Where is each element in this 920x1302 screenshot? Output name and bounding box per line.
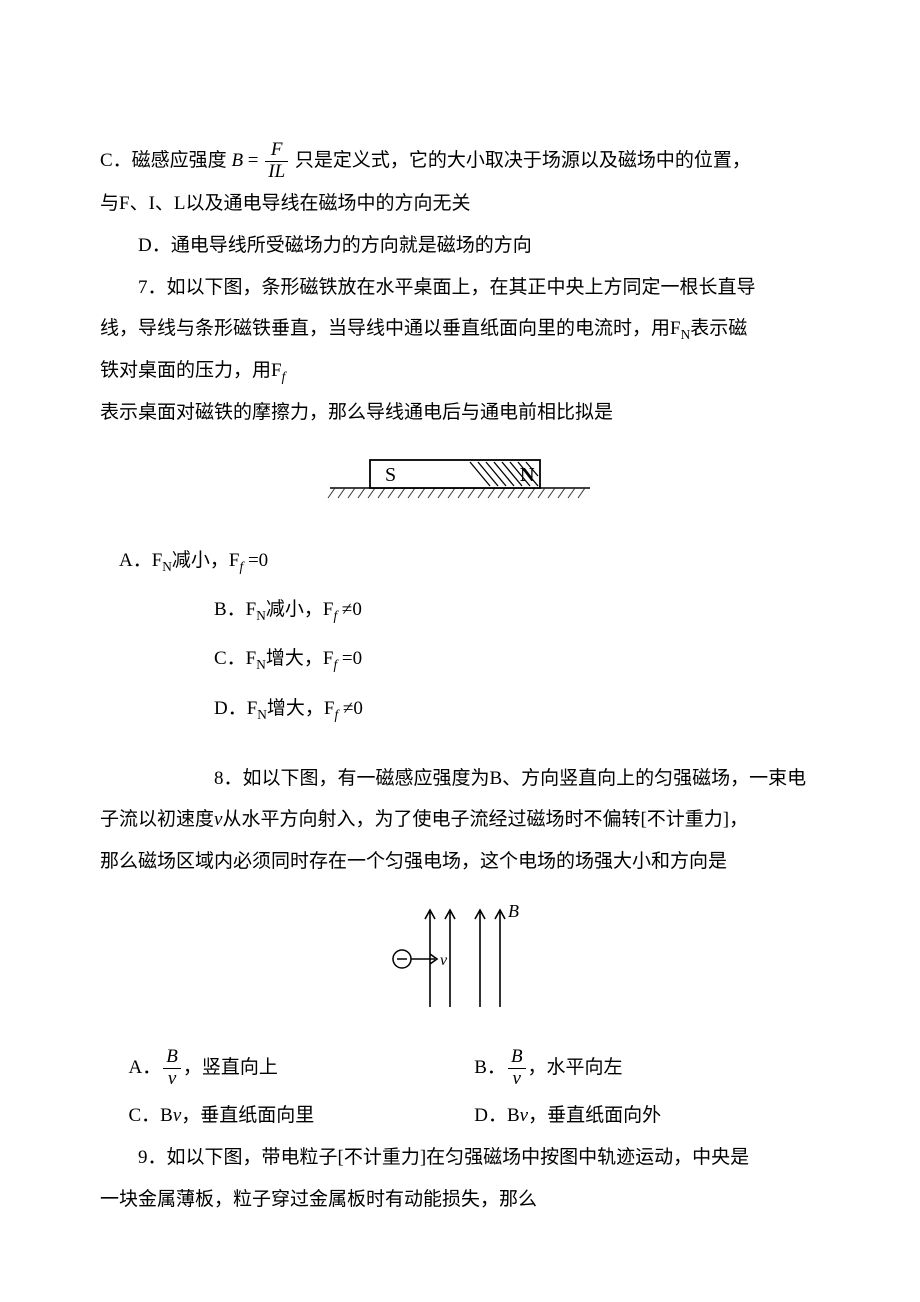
q8-opt-c: C．Bv，垂直纸面向里 (129, 1095, 475, 1137)
field-diagram: B v (360, 897, 560, 1017)
text: C．磁感应强度 (100, 150, 227, 171)
q8-opt-a: A．Bv，竖直向上 (129, 1047, 475, 1090)
v-label: v (440, 952, 448, 969)
fraction-f-il: F IL (265, 140, 288, 183)
b-label: B (508, 901, 519, 921)
q7-opt-c: C．FN增大，Ff =0 (100, 638, 820, 680)
denominator: IL (265, 162, 288, 183)
q7-line2: 线，导线与条形磁铁垂直，当导线中通以垂直纸面向里的电流时，用FN表示磁 (100, 308, 820, 350)
magnet-diagram: S N (310, 448, 610, 510)
q7-opt-d: D．FN增大，Ff ≠0 (100, 688, 820, 730)
numerator: F (265, 140, 288, 162)
option-c-line1: C．磁感应强度 B = F IL 只是定义式，它的大小取决于场源以及磁场中的位置… (100, 140, 820, 183)
equals: = (248, 150, 263, 171)
text: 铁对桌面的压力，用F (100, 360, 282, 381)
q8-line3: 那么磁场区域内必须同时存在一个匀强电场，这个电场的场强大小和方向是 (100, 841, 820, 883)
q8-line2: 子流以初速度v从水平方向射入，为了使电子流经过磁场时不偏转[不计重力]， (100, 799, 820, 841)
q8-opt-b: B．Bv，水平向左 (474, 1047, 820, 1090)
q8-line1: 8．如以下图，有一磁感应强度为B、方向竖直向上的匀强磁场，一束电 (100, 758, 820, 800)
text: 表示磁 (690, 318, 747, 339)
q8-figure: B v (100, 897, 820, 1033)
q8-opts-row1: A．Bv，竖直向上 B．Bv，水平向左 (100, 1047, 820, 1090)
option-d: D．通电导线所受磁场力的方向就是磁场的方向 (100, 225, 820, 267)
q9-line1: 9．如以下图，带电粒子[不计重力]在匀强磁场中按图中轨迹运动，中央是 (100, 1137, 820, 1179)
q7-line3: 铁对桌面的压力，用Ff (100, 350, 820, 392)
sub-n: N (681, 327, 691, 342)
option-c-line2: 与F、I、L以及通电导线在磁场中的方向无关 (100, 183, 820, 225)
var-b: B (231, 150, 243, 171)
q7-figure: S N (100, 448, 820, 526)
sub-f: f (282, 369, 286, 384)
text: 线，导线与条形磁铁垂直，当导线中通以垂直纸面向里的电流时，用F (100, 318, 681, 339)
q7-line1: 7．如以下图，条形磁铁放在水平桌面上，在其正中央上方同定一根长直导 (100, 267, 820, 309)
table-hatch (328, 488, 590, 498)
q9-line2: 一块金属薄板，粒子穿过金属板时有动能损失，那么 (100, 1179, 820, 1221)
q7-opt-b: B．FN减小，Ff ≠0 (100, 589, 820, 631)
q7-opt-a: A．FN减小，Ff =0 (100, 540, 820, 582)
n-label: N (520, 464, 535, 486)
q8-opts-row2: C．Bv，垂直纸面向里 D．Bv，垂直纸面向外 (100, 1095, 820, 1137)
q8-opt-d: D．Bv，垂直纸面向外 (474, 1095, 820, 1137)
q7-line4: 表示桌面对磁铁的摩擦力，那么导线通电后与通电前相比拟是 (100, 392, 820, 434)
text: 只是定义式，它的大小取决于场源以及磁场中的位置， (295, 150, 751, 171)
s-label: S (385, 464, 396, 486)
